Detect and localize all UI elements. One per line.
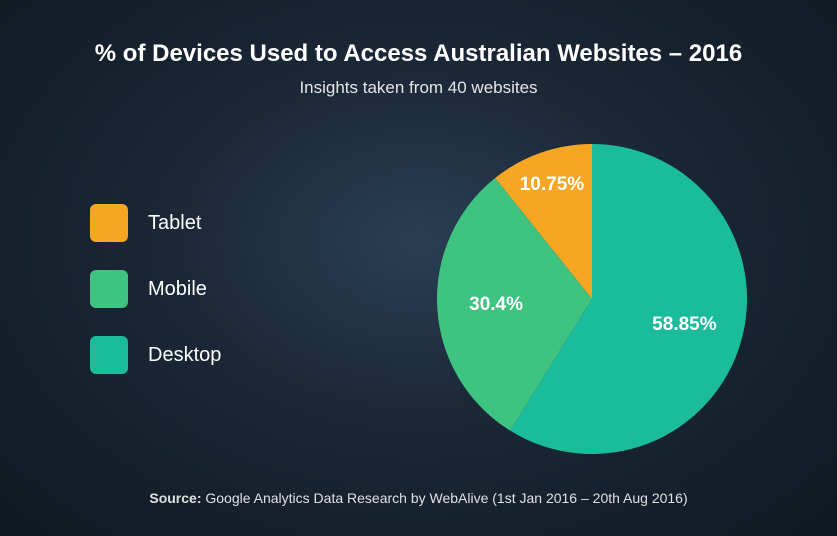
chart-container: % of Devices Used to Access Australian W…	[0, 0, 837, 536]
source-line: Source: Google Analytics Data Research b…	[50, 490, 787, 506]
legend-item-desktop: Desktop	[90, 336, 221, 374]
legend-swatch-mobile	[90, 270, 128, 308]
source-prefix: Source:	[149, 490, 201, 506]
pie-chart: 10.75% 30.4% 58.85%	[427, 134, 757, 464]
legend-label-mobile: Mobile	[148, 278, 207, 301]
slice-label-tablet: 10.75%	[520, 174, 584, 196]
source-text: Google Analytics Data Research by WebAli…	[205, 490, 687, 506]
legend-swatch-desktop	[90, 336, 128, 374]
chart-main: Tablet Mobile Desktop 10.75% 30.4% 58.85…	[50, 118, 787, 480]
legend-label-desktop: Desktop	[148, 344, 221, 367]
slice-label-mobile: 30.4%	[469, 294, 523, 316]
legend-swatch-tablet	[90, 204, 128, 242]
legend-label-tablet: Tablet	[148, 212, 201, 235]
chart-title: % of Devices Used to Access Australian W…	[50, 40, 787, 68]
legend-item-mobile: Mobile	[90, 270, 221, 308]
slice-label-desktop: 58.85%	[652, 314, 716, 336]
chart-subtitle: Insights taken from 40 websites	[50, 78, 787, 98]
legend: Tablet Mobile Desktop	[90, 204, 221, 374]
legend-item-tablet: Tablet	[90, 204, 221, 242]
